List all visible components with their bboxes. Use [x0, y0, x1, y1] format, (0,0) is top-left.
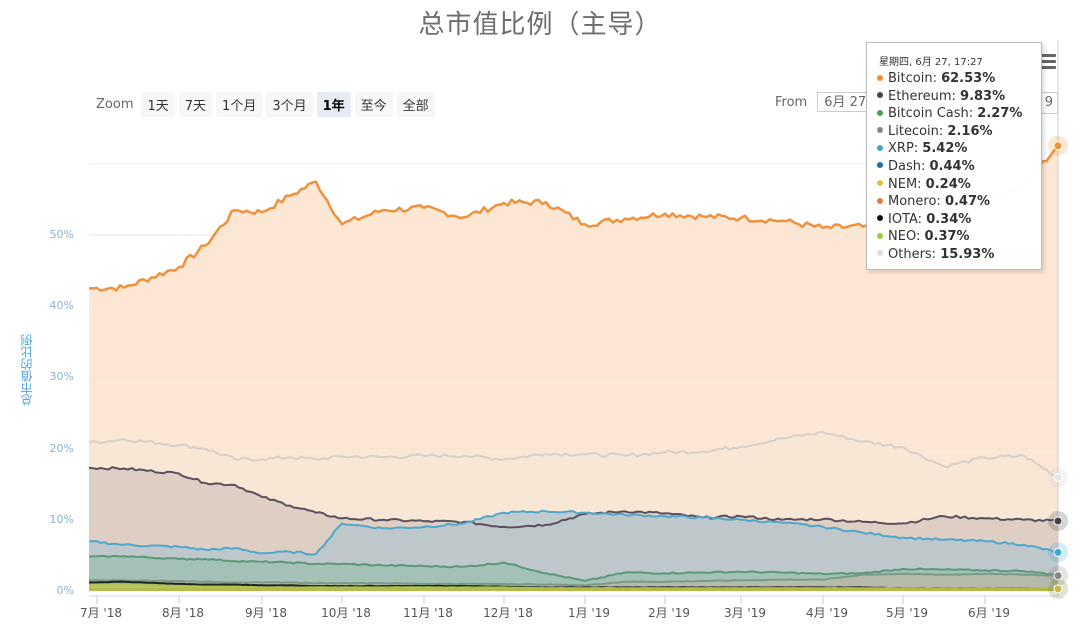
x-tick-label: 3月 '19	[723, 606, 767, 620]
series-value: 2.16%	[947, 123, 993, 139]
series-value: 62.53%	[941, 71, 996, 86]
series-name: NEM:	[888, 176, 926, 192]
series-name: IOTA:	[888, 211, 927, 227]
x-tick-label: 7月 '18	[79, 606, 123, 620]
series-value: 0.24%	[925, 176, 971, 192]
zoom-button-7d[interactable]: 7天	[178, 92, 213, 117]
series-name: Dash:	[888, 158, 930, 174]
zoom-button-all[interactable]: 全部	[396, 92, 435, 117]
series-value: 9.83%	[960, 88, 1006, 104]
y-tick-label: 10%	[49, 512, 74, 526]
legend-dot-icon	[877, 180, 883, 187]
y-tick-label: 50%	[49, 228, 74, 241]
series-value: 15.93%	[940, 246, 995, 262]
hover-marker	[1053, 473, 1063, 483]
y-tick-label: 0%	[56, 584, 74, 597]
tooltip-row-nem: NEM: 0.24%	[877, 176, 1041, 194]
zoom-range-selector: Zoom 1天 7天 1个月 3个月 1年 至今 全部	[96, 92, 439, 117]
series-name: NEO:	[888, 229, 925, 245]
legend-dot-icon	[877, 92, 883, 99]
legend-dot-icon	[877, 127, 883, 134]
hover-marker	[1053, 516, 1063, 526]
tooltip-row-xrp: XRP: 5.42%	[877, 140, 1041, 158]
hover-marker	[1053, 141, 1063, 151]
series-value: 0.44%	[929, 158, 975, 174]
series-name: Litecoin:	[888, 123, 948, 139]
legend-dot-icon	[877, 162, 883, 169]
legend-dot-icon	[877, 197, 883, 204]
x-tick-label: 9月 '18	[244, 606, 288, 620]
zoom-label: Zoom	[96, 97, 134, 112]
legend-dot-icon	[877, 215, 883, 222]
y-tick-label: 40%	[49, 299, 74, 313]
x-tick-label: 10月 '18	[321, 606, 371, 620]
x-tick-label: 11月 '18	[403, 606, 453, 620]
x-tick-label: 4月 '19	[805, 606, 849, 620]
x-tick-label: 8月 '18	[161, 606, 205, 620]
series-name: Bitcoin Cash:	[888, 106, 978, 122]
x-tick-label: 6月 '19	[967, 606, 1011, 620]
chart-tooltip: 星期四, 6月 27, 17:27 Bitcoin: 62.53% Ethereu…	[866, 42, 1042, 270]
series-name: Monero:	[888, 194, 945, 210]
series-value: 0.37%	[924, 229, 970, 245]
zoom-button-1y[interactable]: 1年	[316, 92, 351, 117]
tooltip-row-others: Others: 15.93%	[877, 246, 1041, 264]
tooltip-row-ethereum: Ethereum: 9.83%	[877, 88, 1041, 106]
hover-marker	[1053, 571, 1063, 581]
series-value: 0.47%	[944, 194, 991, 210]
series-name: XRP:	[888, 141, 923, 157]
y-tick-label: 30%	[49, 370, 74, 384]
y-tick-label: 20%	[49, 441, 74, 455]
legend-dot-icon	[877, 144, 883, 151]
series-value: 2.27%	[977, 106, 1023, 122]
tooltip-header: 星期四, 6月 27, 17:27	[879, 57, 983, 68]
tooltip-row-dash: Dash: 0.44%	[877, 158, 1041, 176]
x-tick-label: 1月 '19	[567, 606, 611, 620]
series-name: Others:	[888, 246, 941, 262]
tooltip-row-monero: Monero: 0.47%	[877, 193, 1041, 211]
line-ethereum	[88, 466, 1059, 529]
tooltip-row-iota: IOTA: 0.34%	[877, 211, 1041, 229]
legend-dot-icon	[877, 109, 883, 116]
zoom-button-3m[interactable]: 3个月	[266, 92, 313, 117]
hamburger-menu-icon[interactable]	[1040, 54, 1056, 70]
series-value: 5.42%	[922, 141, 968, 157]
line-litecoin	[88, 572, 1058, 587]
x-tick-label: 12月 '18	[483, 606, 533, 620]
tooltip-row-litecoin: Litecoin: 2.16%	[877, 123, 1041, 141]
x-tick-label: 2月 '19	[647, 606, 691, 620]
legend-dot-icon	[877, 250, 883, 257]
series-name: Ethereum:	[888, 88, 961, 104]
zoom-button-1m[interactable]: 1个月	[216, 92, 263, 117]
line-others	[88, 430, 1059, 479]
from-label: From	[775, 94, 808, 110]
x-tick-label: 5月 '19	[885, 606, 929, 620]
zoom-button-1d[interactable]: 1天	[141, 92, 175, 117]
tooltip-row-bitcoin-cash: Bitcoin Cash: 2.27%	[877, 105, 1041, 123]
line-bitcoin-cash	[88, 554, 1059, 582]
hover-marker	[1053, 547, 1063, 557]
tooltip-row-neo: NEO: 0.37%	[877, 228, 1041, 246]
legend-dot-icon	[877, 74, 883, 81]
series-value: 0.34%	[926, 211, 972, 227]
series-name: Bitcoin:	[888, 71, 942, 86]
legend-dot-icon	[877, 232, 883, 239]
zoom-button-ytd[interactable]: 至今	[354, 92, 393, 117]
line-xrp	[89, 509, 1059, 556]
chart-title: 总市值比例（主导）	[418, 10, 662, 40]
hover-marker	[1053, 584, 1063, 594]
tooltip-row-bitcoin: Bitcoin: 62.53%	[877, 70, 1041, 88]
